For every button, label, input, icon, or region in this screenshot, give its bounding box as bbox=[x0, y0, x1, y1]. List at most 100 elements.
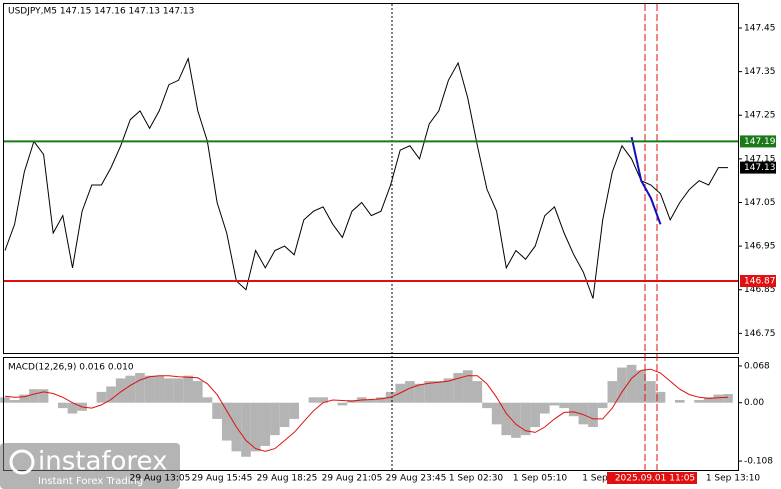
x-tick-highlight bbox=[607, 472, 697, 484]
macd-bar bbox=[183, 375, 193, 403]
x-tick-label: 1 Sep 02:30 bbox=[449, 474, 504, 484]
macd-bar bbox=[530, 402, 541, 428]
x-tick-label: 29 Aug 21:05 bbox=[322, 474, 383, 484]
macd-bar bbox=[96, 391, 107, 403]
x-tick-label: 1 Sep bbox=[582, 474, 608, 484]
macd-bar bbox=[19, 394, 30, 403]
macd-panel bbox=[3, 357, 739, 471]
y-tick-label: 146.95 bbox=[744, 242, 776, 252]
macd-bar bbox=[491, 402, 502, 425]
macd-bar bbox=[106, 386, 116, 403]
macd-bar bbox=[694, 400, 704, 403]
macd-bar bbox=[289, 402, 300, 419]
macd-bar bbox=[212, 402, 222, 419]
macd-bar bbox=[597, 402, 608, 409]
macd-bar bbox=[0, 397, 10, 403]
x-tick-label: 29 Aug 23:45 bbox=[386, 474, 447, 484]
macd-bar bbox=[164, 378, 174, 403]
y-tick-label: 147.45 bbox=[744, 23, 776, 33]
macd-bar bbox=[135, 372, 145, 403]
x-tick-label: 1 Sep 13:10 bbox=[706, 474, 761, 484]
macd-bar bbox=[482, 402, 492, 409]
macd-bar bbox=[713, 394, 724, 403]
macd-bar bbox=[202, 397, 213, 403]
level-label: 146.87 bbox=[744, 277, 776, 287]
macd-bar bbox=[424, 381, 434, 403]
macd-bar bbox=[308, 397, 319, 403]
watermark-logo bbox=[9, 449, 35, 475]
macd-bar bbox=[433, 381, 444, 403]
macd-bar bbox=[115, 378, 126, 403]
y-tick-label: 147.35 bbox=[744, 67, 776, 77]
macd-bar bbox=[241, 402, 251, 457]
macd-bar bbox=[453, 372, 463, 403]
y-tick-label: 147.25 bbox=[744, 111, 776, 121]
price-line bbox=[630, 136, 662, 225]
macd-bar bbox=[588, 402, 598, 428]
macd-bar bbox=[405, 381, 415, 403]
macd-bar bbox=[655, 391, 666, 403]
x-tick-label: 29 Aug 18:25 bbox=[257, 474, 318, 484]
y-tick-label: 147.05 bbox=[744, 198, 776, 208]
macd-bar bbox=[337, 402, 348, 406]
macd-bar bbox=[144, 375, 155, 403]
macd-bar bbox=[318, 397, 328, 403]
macd-bar bbox=[125, 375, 136, 403]
macd-bar bbox=[559, 402, 569, 409]
signal-line bbox=[4, 368, 729, 452]
macd-bar bbox=[674, 400, 685, 403]
macd-bar bbox=[540, 402, 550, 414]
macd-bar bbox=[462, 370, 473, 403]
y-tick-label: -0.108 bbox=[744, 457, 773, 467]
macd-bar bbox=[520, 402, 531, 436]
macd-bar bbox=[472, 381, 483, 403]
level-tag bbox=[740, 135, 776, 148]
macd-bar bbox=[58, 402, 68, 409]
price-panel bbox=[3, 3, 739, 354]
watermark-tagline: Instant Forex Trading bbox=[38, 476, 143, 487]
macd-bar bbox=[192, 381, 203, 403]
last-price-label: 147.13 bbox=[744, 163, 776, 173]
macd-bar bbox=[578, 402, 589, 425]
watermark-brand: instaforex bbox=[38, 447, 167, 477]
macd-bar bbox=[501, 402, 512, 436]
macd-bar bbox=[250, 402, 261, 452]
macd-bar bbox=[279, 402, 290, 428]
macd-bar bbox=[636, 370, 647, 403]
macd-bar bbox=[366, 400, 377, 403]
x-tick-label: 2025.09.01 11:05 bbox=[615, 474, 695, 484]
macd-bar bbox=[607, 381, 618, 403]
macd-bar bbox=[221, 402, 232, 441]
macd-bar bbox=[617, 367, 627, 403]
macd-bar bbox=[260, 402, 271, 446]
macd-bar bbox=[67, 402, 78, 414]
macd-bar bbox=[9, 400, 20, 403]
macd-bar bbox=[626, 364, 637, 403]
macd-title: MACD(12,26,9) 0.016 0.010 bbox=[8, 363, 134, 373]
price-line bbox=[4, 56, 728, 299]
macd-bar bbox=[568, 402, 579, 417]
macd-bar bbox=[511, 402, 521, 438]
y-tick-label: 147.15 bbox=[744, 154, 776, 164]
level-label: 147.19 bbox=[744, 137, 776, 147]
y-tick-label: 146.85 bbox=[744, 285, 776, 295]
chart-title: USDJPY,M5 147.15 147.16 147.13 147.13 bbox=[8, 7, 194, 17]
x-tick-label: 1 Sep 05:10 bbox=[513, 474, 568, 484]
macd-bar bbox=[703, 397, 714, 403]
x-tick-label: 29 Aug 15:45 bbox=[192, 474, 253, 484]
macd-bar bbox=[154, 375, 165, 403]
macd-bar bbox=[414, 383, 425, 403]
macd-bar bbox=[173, 378, 184, 403]
macd-bar bbox=[549, 402, 560, 406]
macd-bar bbox=[270, 402, 280, 436]
watermark-box bbox=[0, 443, 180, 489]
macd-bar bbox=[29, 389, 39, 403]
level-tag bbox=[740, 275, 776, 288]
macd-bar bbox=[376, 397, 386, 403]
macd-bar bbox=[38, 389, 49, 403]
macd-bar bbox=[646, 381, 656, 403]
macd-bar bbox=[443, 378, 454, 403]
y-tick-label: 0.068 bbox=[744, 361, 770, 371]
y-tick-label: 0.00 bbox=[744, 398, 764, 408]
